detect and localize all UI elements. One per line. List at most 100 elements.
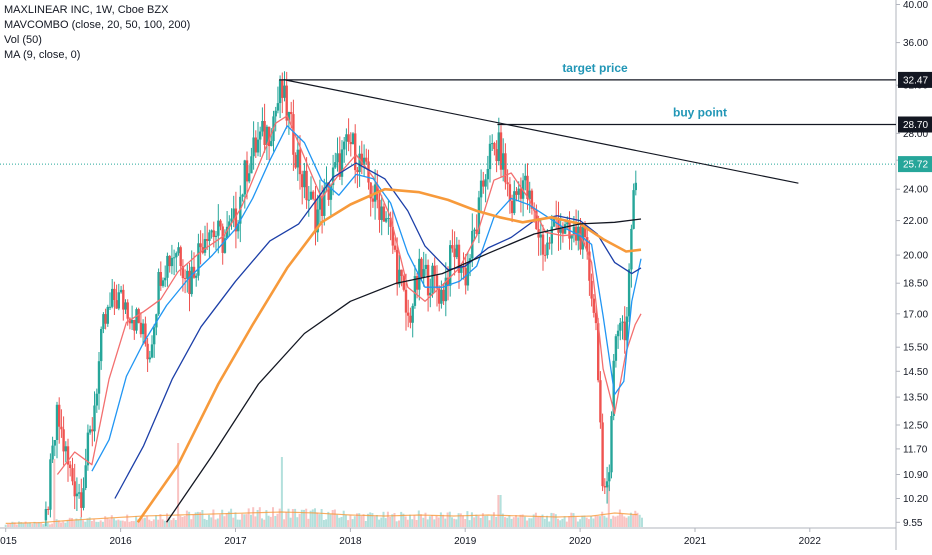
volume-bar bbox=[417, 510, 420, 527]
candle-body bbox=[460, 266, 463, 273]
volume-bar bbox=[409, 514, 411, 527]
candle-body bbox=[44, 509, 48, 521]
candle-body bbox=[506, 182, 509, 185]
candle-body bbox=[625, 316, 629, 341]
candle-body bbox=[475, 229, 478, 234]
candle-body bbox=[424, 264, 428, 269]
volume-bar bbox=[329, 514, 332, 527]
candle-body bbox=[583, 225, 587, 238]
volume-bar bbox=[444, 518, 447, 527]
volume-bar bbox=[174, 520, 177, 527]
volume-bar bbox=[212, 509, 215, 527]
volume-bar bbox=[539, 516, 542, 527]
y-tick-label: 13.50 bbox=[903, 393, 928, 404]
candle-body bbox=[64, 446, 67, 452]
candle-body bbox=[195, 275, 198, 278]
candle-body bbox=[570, 235, 573, 239]
candle-body bbox=[435, 275, 439, 289]
candle-body bbox=[283, 85, 286, 98]
volume-bar bbox=[605, 517, 608, 527]
volume-bar bbox=[300, 509, 303, 527]
candle-body bbox=[75, 493, 79, 497]
candle-body bbox=[150, 344, 154, 358]
volume-bar bbox=[68, 517, 71, 527]
candle-body bbox=[482, 180, 485, 187]
candle-body bbox=[402, 276, 405, 290]
candle-body bbox=[225, 226, 229, 239]
candle-body bbox=[250, 156, 253, 174]
volume-bar bbox=[521, 514, 524, 527]
candle-body bbox=[91, 429, 94, 432]
candle-body bbox=[197, 243, 200, 276]
volume-bar bbox=[79, 517, 82, 527]
candle-body bbox=[166, 255, 169, 278]
volume-bar bbox=[267, 515, 270, 527]
candle-body bbox=[457, 244, 461, 273]
candle-body bbox=[616, 330, 620, 337]
y-tick-label: 15.50 bbox=[903, 343, 928, 354]
volume-bar bbox=[7, 524, 9, 527]
volume-bar bbox=[190, 519, 193, 527]
volume-bar bbox=[31, 523, 34, 527]
volume-bar bbox=[623, 516, 626, 527]
volume-bar bbox=[291, 509, 294, 527]
volume-bar bbox=[548, 521, 551, 527]
volume-bar bbox=[88, 517, 91, 527]
y-tick-label: 10.20 bbox=[903, 494, 928, 505]
candle-body bbox=[393, 245, 397, 250]
volume-bar bbox=[398, 520, 400, 527]
candle-body bbox=[230, 218, 233, 222]
candle-body bbox=[528, 190, 531, 199]
volume-bar bbox=[216, 518, 219, 527]
candle-body bbox=[153, 327, 156, 345]
volume-bar bbox=[201, 510, 204, 527]
candle-body bbox=[290, 112, 293, 115]
candle-body bbox=[592, 298, 595, 313]
price-marker-label: 28.70 bbox=[903, 120, 928, 131]
volume-bar bbox=[621, 513, 624, 527]
candle-body bbox=[579, 226, 582, 250]
candle-body bbox=[285, 85, 288, 121]
volume-bar bbox=[641, 517, 643, 527]
volume-bar bbox=[488, 520, 491, 527]
volume-bar bbox=[340, 517, 343, 527]
volume-bar bbox=[464, 519, 467, 527]
y-tick-label: 24.00 bbox=[903, 185, 928, 196]
volume-bar bbox=[510, 518, 513, 527]
volume-bar bbox=[57, 520, 60, 527]
candle-body bbox=[491, 143, 494, 145]
candle-body bbox=[400, 269, 403, 276]
candle-body bbox=[60, 426, 63, 430]
ma-line-ma-200 bbox=[166, 218, 642, 523]
candle-body bbox=[360, 153, 363, 165]
volume-bar bbox=[108, 519, 111, 527]
volume-bar bbox=[139, 517, 142, 527]
candle-body bbox=[413, 276, 417, 306]
volume-bar bbox=[181, 517, 184, 527]
volume-bar bbox=[115, 520, 118, 527]
y-tick-label: 14.50 bbox=[903, 367, 928, 378]
volume-bar bbox=[320, 509, 323, 527]
y-tick-label: 17.00 bbox=[903, 309, 928, 320]
candle-body bbox=[426, 264, 430, 296]
volume-bar bbox=[152, 519, 155, 527]
volume-bar bbox=[557, 518, 559, 527]
volume-bar bbox=[185, 510, 188, 527]
candle-body bbox=[314, 198, 317, 233]
volume-bar bbox=[583, 515, 586, 527]
volume-bar bbox=[576, 521, 579, 527]
volume-bar bbox=[124, 521, 126, 527]
volume-bar bbox=[51, 523, 54, 527]
candle-body bbox=[391, 226, 394, 246]
candle-body bbox=[236, 223, 240, 232]
candle-body bbox=[526, 175, 529, 199]
volume-bar bbox=[508, 515, 511, 527]
candle-body bbox=[278, 80, 282, 104]
volume-bar bbox=[336, 514, 339, 527]
volume-bar bbox=[82, 520, 85, 527]
volume-bar bbox=[367, 513, 369, 527]
x-tick-label: 2021 bbox=[684, 536, 707, 547]
candle-body bbox=[552, 218, 556, 227]
